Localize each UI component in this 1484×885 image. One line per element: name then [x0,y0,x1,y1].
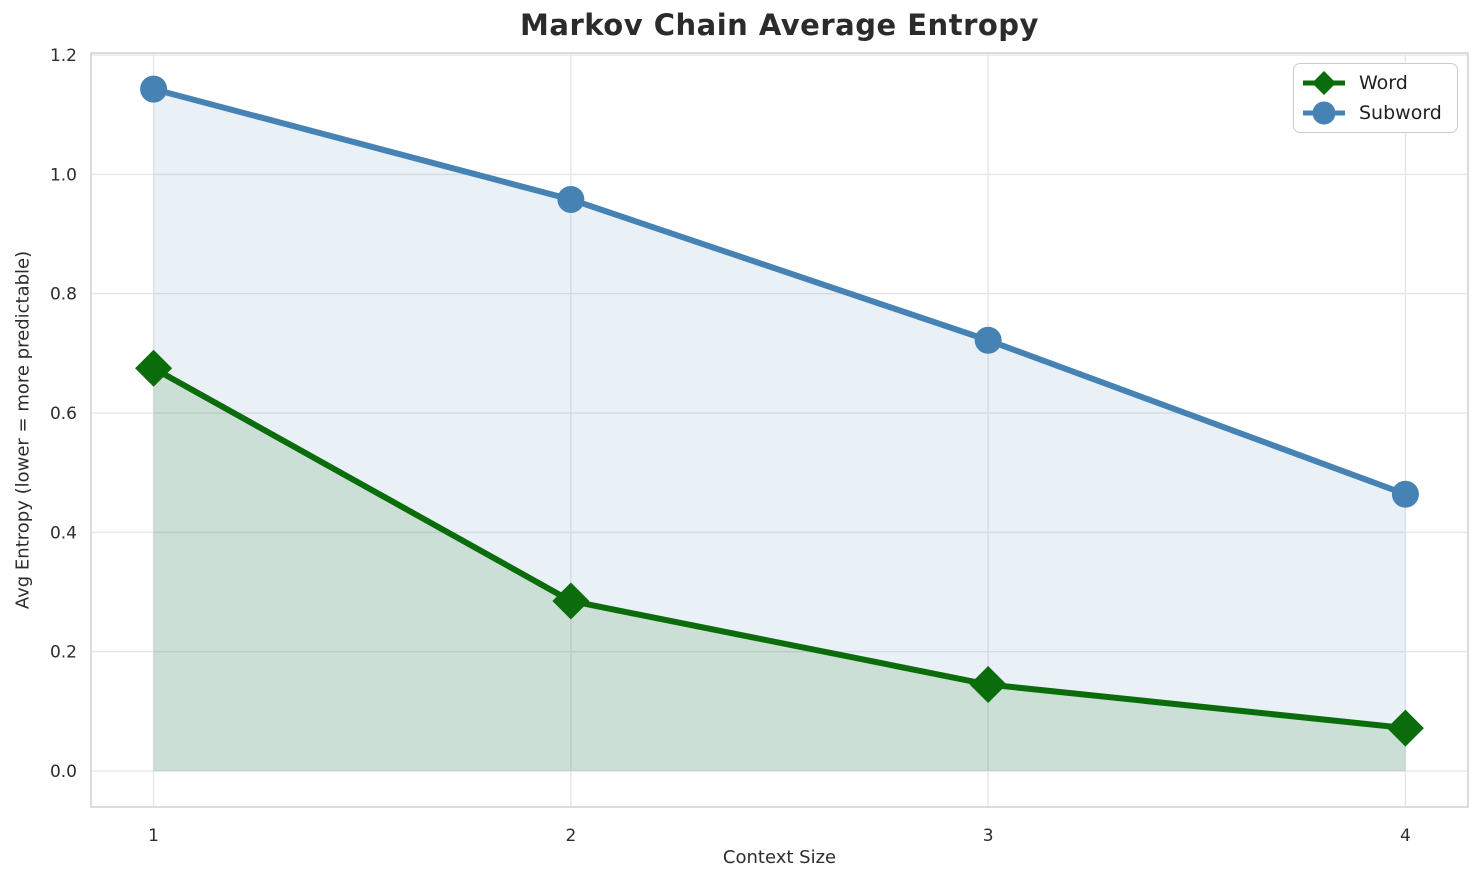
data-point-subword [974,326,1002,354]
legend-label-word: Word [1359,72,1408,94]
y-tick-label: 0.4 [50,523,77,543]
x-tick-label: 3 [983,826,994,846]
diamond-marker-icon [1303,71,1345,95]
legend-item-subword: Subword [1301,100,1449,126]
y-tick-label: 0.0 [50,762,77,782]
plot-border [90,52,1469,808]
x-tick-label: 1 [148,826,159,846]
y-tick-label: 1.0 [50,165,77,185]
chart-title: Markov Chain Average Entropy [520,8,1039,42]
data-point-subword [140,75,168,103]
y-tick-label: 0.8 [50,285,77,305]
legend-item-word: Word [1301,70,1449,96]
data-point-word [552,582,590,620]
data-point-subword [1391,480,1419,508]
y-axis-label: Avg Entropy (lower = more predictable) [12,250,34,610]
circle-marker-icon [1303,101,1345,125]
legend: Word Subword [1293,63,1458,133]
data-point-word [135,349,173,387]
y-tick-label: 0.6 [50,404,77,424]
data-point-word [1386,709,1424,747]
y-tick-label: 0.2 [50,643,77,663]
x-axis-label: Context Size [722,847,837,868]
y-tick-label: 1.2 [50,46,77,66]
area-subword [153,89,1406,772]
x-tick-label: 4 [1400,826,1411,846]
data-point-subword [557,185,585,213]
series-line-subword [150,86,1409,498]
series-line-word [150,365,1409,732]
legend-label-subword: Subword [1359,102,1442,124]
area-word [153,368,1406,772]
x-tick-label: 2 [565,826,576,846]
data-point-word [969,666,1007,704]
